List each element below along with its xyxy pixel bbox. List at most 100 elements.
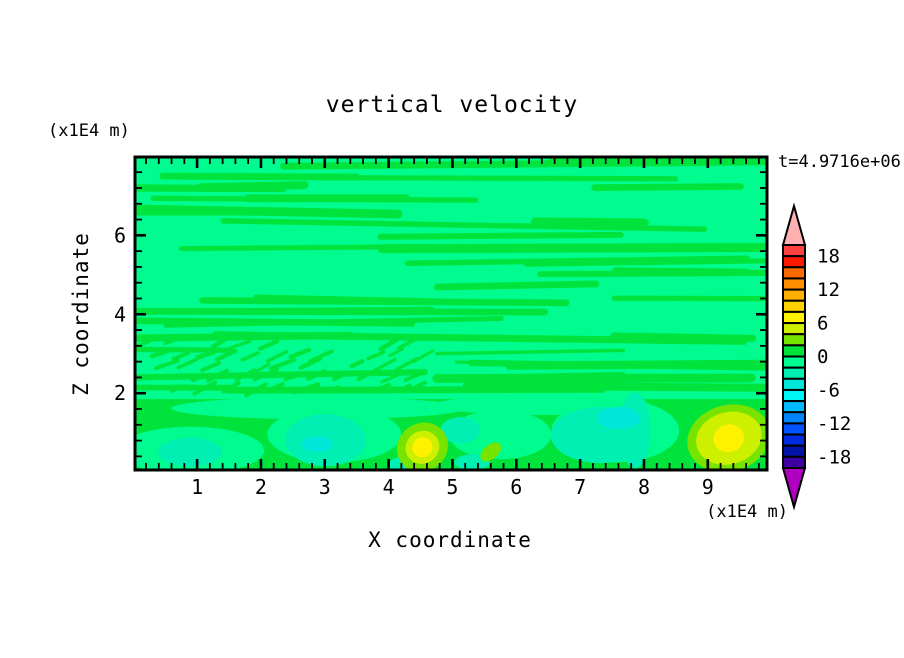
- velocity-band: [612, 267, 750, 275]
- colorbar-tick-label: 18: [817, 246, 840, 268]
- colorbar-segment: [782, 366, 806, 380]
- z-axis-unit-label: (x1E4 m): [48, 121, 130, 141]
- wave-ripple: [292, 382, 321, 395]
- wave-ripple: [366, 382, 392, 394]
- colorbar-segment: [782, 277, 806, 291]
- wave-ripple: [403, 371, 424, 382]
- wave-ripple: [200, 361, 222, 373]
- wave-ripple: [378, 337, 399, 352]
- colorbar-segment: [782, 255, 806, 269]
- wave-ripple: [268, 357, 297, 371]
- downdraft-cell: [301, 436, 333, 453]
- velocity-band: [220, 218, 708, 232]
- wave-ripple: [371, 357, 397, 374]
- contour-field: [135, 157, 767, 470]
- wave-ripple: [349, 359, 365, 369]
- wave-ripple: [265, 349, 289, 363]
- updraft-cell: [713, 424, 745, 453]
- downdraft-cell: [158, 437, 222, 467]
- colorbar: 18 12 6 0 -6 -12 -18: [781, 202, 851, 511]
- wave-ripple: [192, 380, 218, 396]
- colorbar-segment: [782, 455, 806, 470]
- wave-ripple: [169, 384, 187, 393]
- velocity-band: [135, 369, 428, 383]
- colorbar-segment: [782, 411, 806, 425]
- wave-ripple: [210, 338, 226, 349]
- wave-ripple: [190, 373, 206, 383]
- wave-ripple: [455, 372, 625, 378]
- velocity-band: [212, 331, 748, 345]
- wave-ripple: [288, 347, 312, 360]
- wave-ripple: [356, 371, 371, 382]
- velocity-band: [135, 346, 234, 353]
- colorbar-segment: [782, 333, 806, 347]
- x-tick-label: 3: [319, 475, 331, 499]
- colorbar-tick-label: -18: [817, 446, 851, 468]
- velocity-band: [434, 280, 600, 291]
- velocity-band: [377, 231, 624, 240]
- colorbar-segment: [782, 266, 806, 280]
- wave-ripple: [234, 368, 257, 382]
- z-tick-label: 6: [114, 223, 126, 247]
- x-tick-label: 6: [510, 475, 522, 499]
- x-tick-label: 8: [638, 475, 650, 499]
- wave-ripple: [394, 383, 412, 394]
- velocity-band: [135, 317, 416, 327]
- colorbar-tick-label: 12: [817, 279, 840, 301]
- plot-border: [133, 155, 769, 472]
- velocity-band: [199, 297, 570, 307]
- wave-ripple: [435, 348, 625, 356]
- wave-ripple: [306, 369, 327, 381]
- wave-ripple: [206, 368, 229, 383]
- colorbar-segment: [782, 244, 806, 258]
- wave-ripple: [244, 382, 268, 398]
- wave-ripple: [332, 371, 347, 382]
- colorbar-tick-label: -12: [817, 413, 851, 435]
- colorbar-segment: [782, 310, 806, 325]
- velocity-band: [611, 295, 767, 302]
- velocity-band: [186, 174, 679, 182]
- colorbar-tick-label: 6: [817, 313, 828, 335]
- updraft-cell: [480, 442, 502, 462]
- wave-ripple: [176, 357, 199, 370]
- colorbar-segment: [782, 355, 806, 369]
- wave-ripple: [366, 350, 386, 361]
- wave-ripple: [163, 338, 178, 346]
- x-tick-label: 7: [574, 475, 586, 499]
- wave-ripple: [298, 356, 323, 370]
- wave-ripple: [255, 362, 271, 373]
- x-tick-label: 9: [702, 475, 714, 499]
- wave-ripple: [380, 371, 405, 384]
- bottom-patch: [171, 397, 466, 420]
- wave-ripple: [283, 371, 307, 382]
- wave-ripple: [154, 358, 180, 371]
- wave-ripple: [264, 382, 285, 394]
- velocity-band: [150, 195, 479, 203]
- wave-ripple: [229, 339, 252, 350]
- velocity-band: [224, 385, 606, 394]
- wave-ripple: [455, 360, 675, 368]
- wave-ripple: [171, 351, 190, 361]
- wave-ripple: [323, 385, 340, 393]
- downdraft-cell: [596, 407, 641, 430]
- wave-ripple: [258, 339, 280, 351]
- colorbar-segment: [782, 422, 806, 436]
- wave-ripple: [397, 335, 422, 350]
- colorbar-segment: [782, 299, 806, 313]
- wave-ripple: [395, 357, 419, 372]
- velocity-band: [404, 255, 750, 266]
- velocity-band: [178, 243, 466, 252]
- velocity-band: [377, 243, 767, 254]
- chart-title: vertical velocity: [326, 92, 578, 118]
- wave-ripple: [240, 351, 260, 362]
- velocity-band: [135, 208, 328, 216]
- velocity-band: [135, 184, 287, 193]
- wave-ripple: [214, 348, 238, 362]
- colorbar-segment: [782, 388, 806, 403]
- x-axis-unit-label: (x1E4 m): [706, 502, 788, 522]
- z-tick-label: 2: [114, 381, 126, 405]
- z-tick-label: 4: [114, 302, 126, 326]
- colorbar-segment: [782, 322, 806, 336]
- plot-frame: [133, 155, 769, 472]
- axis-tick-labels: 1 2 3 4 5 6 7 8 9 2 4 6: [114, 223, 714, 499]
